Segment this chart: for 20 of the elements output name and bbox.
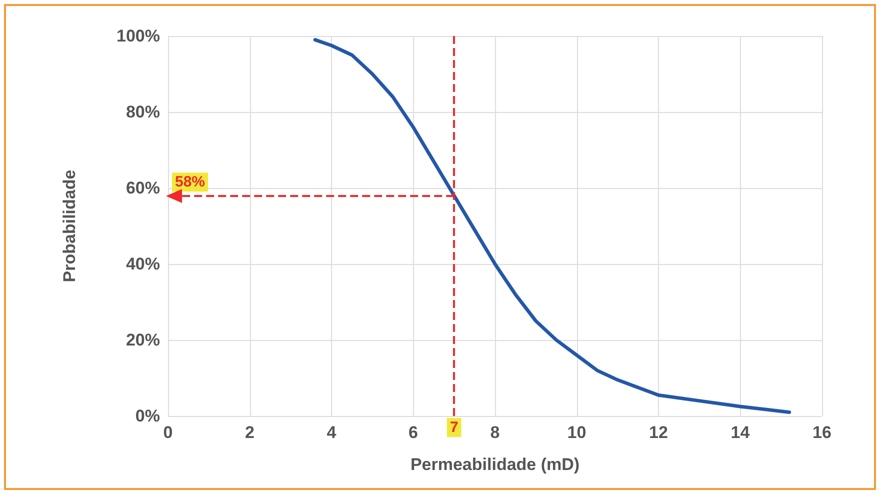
x-tick-label: 14	[730, 423, 750, 442]
ref-line-label: 7	[450, 419, 458, 436]
x-tick-label: 0	[163, 423, 173, 442]
x-tick-label: 4	[326, 423, 337, 442]
x-axis-title: Permeabilidade (mD)	[410, 455, 580, 474]
x-tick-label: 16	[812, 423, 832, 442]
y-tick-label: 100%	[116, 26, 160, 46]
x-tick-label: 8	[490, 423, 500, 442]
x-tick-label: 12	[649, 423, 668, 442]
x-tick-label: 6	[408, 423, 418, 442]
y-axis-title: Probabilidade	[60, 170, 79, 282]
x-tick-label: 10	[567, 423, 586, 442]
y-tick-label: 80%	[126, 102, 160, 122]
x-tick-label: 2	[245, 423, 254, 442]
y-tick-label: 40%	[126, 254, 160, 274]
y-tick-label: 60%	[126, 178, 160, 198]
y-tick-label: 20%	[126, 330, 160, 350]
y-tick-label: 0%	[135, 406, 160, 426]
line-series	[313, 38, 792, 414]
ref-line-label: 58%	[175, 174, 206, 191]
